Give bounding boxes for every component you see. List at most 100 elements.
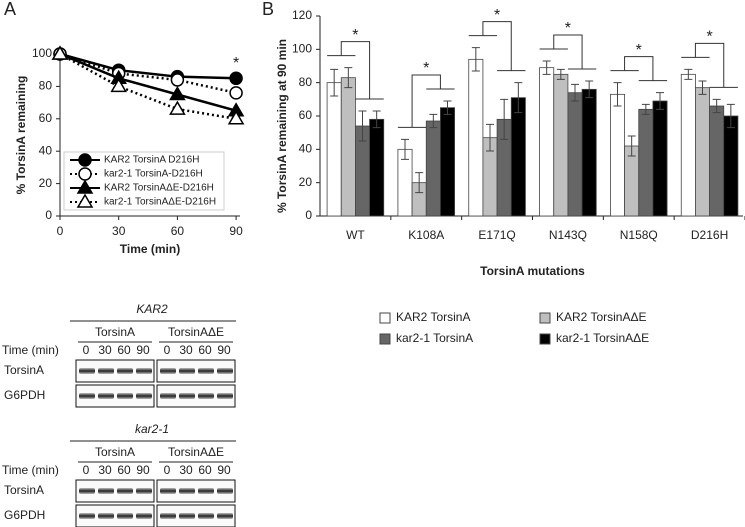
significance-bracket (397, 74, 455, 128)
legend-label: KAR2 TorsinAΔE (556, 310, 647, 324)
blot-time: 60 (117, 343, 131, 357)
blot-band (136, 488, 152, 494)
bar (638, 108, 654, 217)
x-axis-title: Time (min) (120, 242, 180, 256)
blot-band (79, 488, 95, 494)
significance-label: * (636, 42, 642, 59)
significance-bracket (681, 42, 738, 88)
y-tick-label: 60 (299, 108, 313, 122)
bar (468, 58, 484, 217)
blot-band (179, 368, 195, 374)
marker (76, 179, 94, 194)
blot-frame (156, 359, 236, 383)
blot-frame (156, 504, 236, 527)
blot-band (217, 488, 233, 494)
error-bar (401, 138, 409, 160)
blot-row-label: TorsinA (4, 363, 44, 377)
blot-band (79, 393, 95, 399)
y-tick-label: 20 (299, 175, 313, 189)
marker (76, 193, 94, 208)
blot-time-label: Time (min) (2, 343, 59, 357)
blot-band (79, 513, 95, 519)
blot-band (117, 513, 133, 519)
bar (610, 93, 625, 217)
blot-group: TorsinAΔE (168, 325, 224, 339)
bar (326, 82, 342, 217)
error-bar (358, 110, 367, 142)
bar (440, 107, 455, 217)
marker (227, 110, 245, 125)
bar (709, 105, 725, 217)
legend-swatch (539, 312, 551, 324)
marker (78, 153, 92, 167)
blot-frame (75, 384, 155, 408)
blot-band (198, 488, 214, 494)
blot-band (136, 393, 152, 399)
marker (229, 71, 243, 86)
blot-band (179, 393, 195, 399)
blot-frame (156, 384, 236, 408)
y-tick-label: 120 (292, 8, 312, 22)
blot-band (98, 513, 114, 519)
significance-label: * (494, 7, 500, 24)
blot-band (160, 393, 176, 399)
blot-band (217, 513, 233, 519)
legend-label: kar2-1 TorsinAΔE-D216H (104, 197, 216, 208)
series-line (59, 52, 237, 80)
blot-band (98, 488, 114, 494)
error-bar (684, 68, 693, 80)
blot-band (179, 513, 195, 519)
error-bar (514, 82, 523, 114)
bar (369, 118, 385, 217)
marker (169, 100, 186, 115)
blot-row-label: TorsinA (4, 483, 44, 497)
error-bar (627, 135, 636, 157)
significance-label: * (706, 29, 712, 46)
blot-strain: KAR2 (136, 302, 168, 316)
legend-label: KAR2 TorsinA (396, 310, 470, 324)
blot-time: 60 (198, 463, 212, 477)
blot-band (79, 368, 95, 374)
blot-band (117, 488, 133, 494)
x-tick-label: N158Q (620, 228, 658, 242)
blot-time: 90 (217, 463, 231, 477)
blot-band (117, 368, 133, 374)
legend-swatch (539, 333, 551, 345)
blot-frame (75, 359, 155, 383)
blot-band (160, 488, 176, 494)
blot-band (136, 513, 152, 519)
y-axis-title: % TorsinA remaining at 90 min (275, 39, 289, 213)
blot-time: 0 (83, 343, 90, 357)
y-tick-label: 60 (39, 111, 53, 125)
y-tick-label: 40 (39, 143, 53, 157)
blot-time: 90 (136, 343, 150, 357)
x-tick-label: K108A (408, 228, 444, 242)
blot-strain: kar2-1 (135, 422, 169, 436)
marker (110, 77, 128, 93)
x-tick-label: WT (346, 228, 365, 242)
blot-row-label: G6PDH (4, 508, 45, 522)
blot-group: TorsinAΔE (168, 445, 224, 459)
bar (652, 100, 668, 217)
blot-time-label: Time (min) (2, 463, 59, 477)
error-bar (712, 98, 721, 114)
marker (78, 167, 92, 181)
blot-band (98, 393, 114, 399)
bar (723, 115, 739, 217)
blot-band (198, 393, 214, 399)
blot-frame (75, 504, 155, 527)
blot-band (160, 368, 176, 374)
series-line (59, 52, 237, 95)
error-bar (641, 103, 650, 115)
x-tick-label: 0 (57, 224, 64, 238)
marker (169, 86, 186, 101)
error-bar (500, 98, 509, 140)
x-tick-label: E171Q (478, 228, 515, 242)
error-bar (556, 68, 565, 80)
legend-label: kar2-1 TorsinA (396, 331, 473, 345)
x-tick-label: 60 (171, 224, 185, 238)
blot-time: 60 (117, 463, 131, 477)
blot-time: 60 (198, 343, 212, 357)
error-bar (698, 80, 707, 95)
